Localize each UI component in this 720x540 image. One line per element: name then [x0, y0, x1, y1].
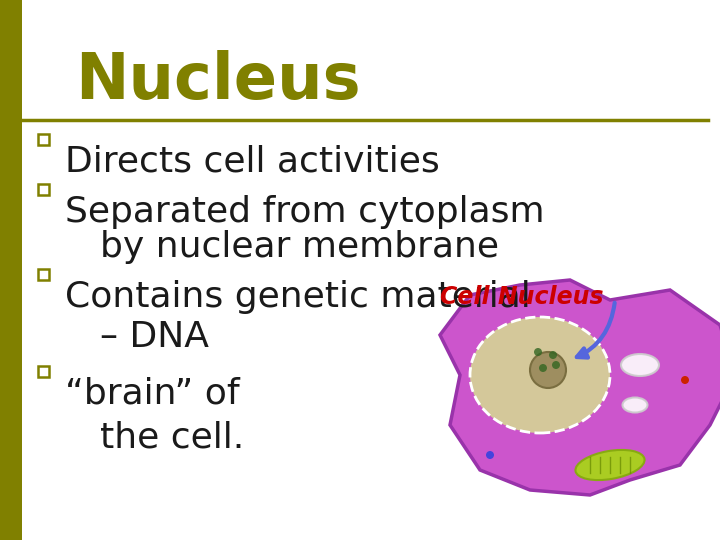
- Ellipse shape: [470, 317, 610, 433]
- Text: – DNA: – DNA: [100, 320, 209, 354]
- Text: the cell.: the cell.: [100, 420, 244, 454]
- Ellipse shape: [621, 354, 659, 376]
- Circle shape: [539, 364, 547, 372]
- Polygon shape: [440, 280, 720, 495]
- Bar: [0, 0, 22, 540]
- Text: Nucleus: Nucleus: [75, 50, 361, 112]
- Circle shape: [549, 351, 557, 359]
- Circle shape: [534, 348, 542, 356]
- Ellipse shape: [575, 450, 644, 480]
- Text: Separated from cytoplasm: Separated from cytoplasm: [65, 195, 544, 229]
- Circle shape: [530, 352, 566, 388]
- FancyArrowPatch shape: [577, 303, 615, 357]
- Ellipse shape: [623, 397, 647, 413]
- Text: Directs cell activities: Directs cell activities: [65, 145, 440, 179]
- Text: Contains genetic material: Contains genetic material: [65, 280, 531, 314]
- Circle shape: [552, 361, 560, 369]
- Text: “brain” of: “brain” of: [65, 377, 240, 411]
- Text: by nuclear membrane: by nuclear membrane: [100, 230, 499, 264]
- Circle shape: [681, 376, 689, 384]
- Bar: [38, 268, 49, 280]
- Text: Cell Nucleus: Cell Nucleus: [440, 285, 603, 309]
- Bar: [38, 366, 49, 376]
- Bar: [38, 133, 49, 145]
- Bar: [38, 184, 49, 194]
- Circle shape: [486, 451, 494, 459]
